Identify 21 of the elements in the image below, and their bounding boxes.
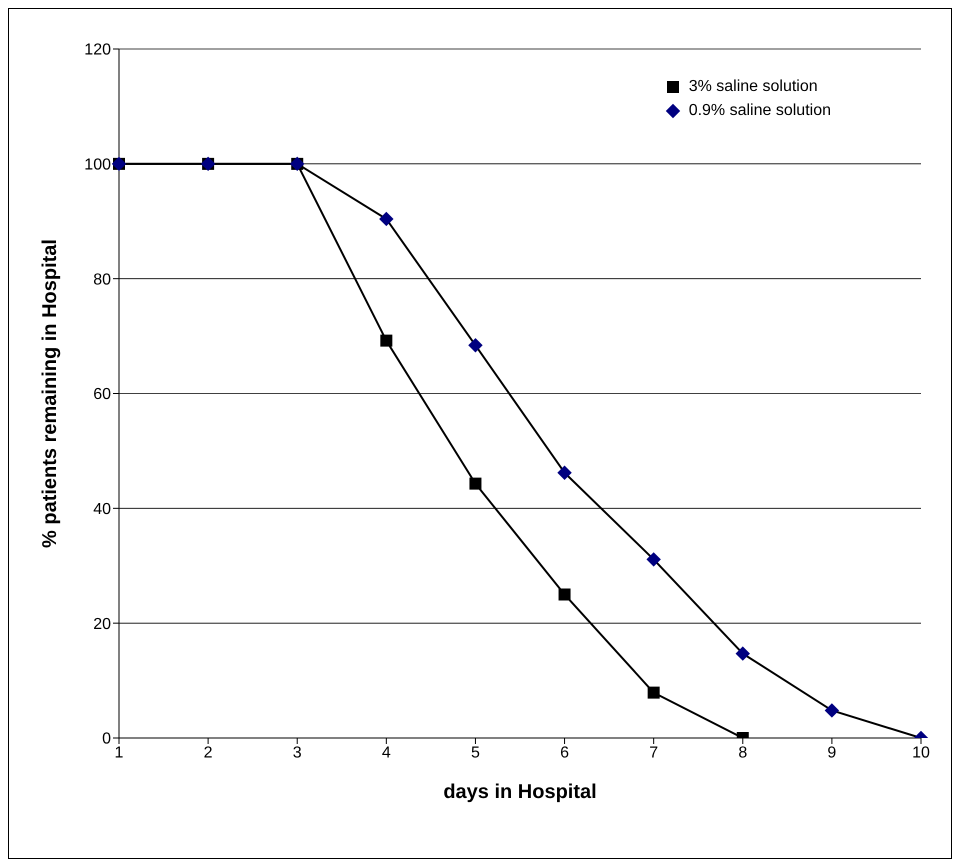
y-tick-label: 0 bbox=[102, 730, 112, 748]
x-tick-label: 3 bbox=[292, 744, 302, 762]
y-tick-label: 60 bbox=[93, 386, 112, 404]
x-tick-label: 2 bbox=[204, 744, 213, 762]
y-tick-label: 80 bbox=[93, 271, 112, 288]
x-tick-label: 1 bbox=[114, 744, 124, 762]
x-axis-title: days in Hospital bbox=[443, 781, 597, 803]
y-tick-label: 40 bbox=[93, 501, 112, 518]
x-tick-label: 7 bbox=[649, 744, 658, 762]
legend-label: 0.9% saline solution bbox=[688, 102, 831, 120]
x-tick-label: 9 bbox=[827, 744, 836, 762]
x-tick-label: 5 bbox=[470, 744, 480, 762]
y-axis-title: % patients remaining in Hospital bbox=[39, 239, 62, 548]
y-tick-label: 20 bbox=[93, 616, 112, 633]
y-tick-label: 120 bbox=[84, 42, 112, 59]
y-tick-label: 100 bbox=[84, 156, 112, 174]
legend-label: 3% saline solution bbox=[688, 78, 818, 96]
x-tick-label: 6 bbox=[560, 744, 570, 762]
x-tick-label: 4 bbox=[382, 744, 391, 762]
x-tick-label: 10 bbox=[912, 744, 930, 762]
x-tick-label: 8 bbox=[738, 744, 748, 762]
